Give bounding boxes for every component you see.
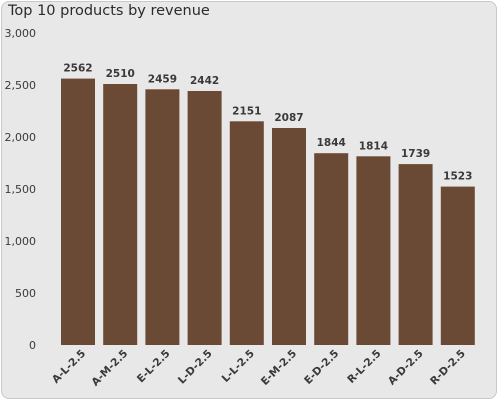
chart-title: Top 10 products by revenue — [8, 3, 210, 19]
data-label-r-l-2-5: 1814 — [359, 140, 388, 152]
x-tick-label-l-d-2-5: L-D-2.5 — [176, 348, 215, 387]
bar-e-d-2-5[interactable] — [314, 153, 349, 345]
bar-r-l-2-5[interactable] — [356, 156, 391, 345]
bars — [61, 78, 475, 345]
y-tick-label: 3,000 — [5, 27, 37, 40]
bar-r-d-2-5[interactable] — [440, 186, 475, 345]
bar-e-l-2-5[interactable] — [145, 89, 180, 345]
y-tick-label: 0 — [29, 339, 36, 352]
bar-a-m-2-5[interactable] — [103, 84, 138, 345]
bar-e-m-2-5[interactable] — [272, 128, 306, 345]
x-tick-label-a-d-2-5: A-D-2.5 — [386, 348, 426, 388]
x-tick-label-e-m-2-5: E-M-2.5 — [259, 348, 299, 388]
x-tick-label-r-d-2-5: R-D-2.5 — [428, 348, 468, 388]
data-labels: 2562 2510 2459 2442 2151 2087 1844 1814 1739 1523 — [63, 63, 472, 183]
y-tick-label: 500 — [15, 287, 36, 300]
bar-l-d-2-5[interactable] — [187, 91, 222, 345]
data-label-l-l-2-5: 2151 — [232, 105, 261, 117]
x-tick-label-e-d-2-5: E-D-2.5 — [302, 348, 341, 387]
y-tick-label: 1,000 — [5, 235, 37, 248]
data-label-e-m-2-5: 2087 — [274, 112, 303, 124]
bar-l-l-2-5[interactable] — [229, 121, 264, 345]
bar-a-d-2-5[interactable] — [398, 164, 433, 345]
y-tick-label: 2,000 — [5, 131, 37, 144]
data-label-l-d-2-5: 2442 — [190, 75, 219, 87]
data-label-e-d-2-5: 1844 — [317, 137, 346, 149]
x-tick-label-a-m-2-5: A-M-2.5 — [89, 348, 130, 389]
x-axis-ticks: A-L-2.5 A-M-2.5 E-L-2.5 L-D-2.5 L-L-2.5 E-M-2… — [50, 348, 468, 389]
data-label-e-l-2-5: 2459 — [148, 73, 177, 85]
y-tick-label: 1,500 — [5, 183, 37, 196]
data-label-a-d-2-5: 1739 — [401, 148, 430, 160]
x-tick-label-e-l-2-5: E-L-2.5 — [135, 348, 173, 386]
bar-a-l-2-5[interactable] — [61, 78, 95, 345]
data-label-a-l-2-5: 2562 — [63, 63, 92, 75]
x-tick-label-l-l-2-5: L-L-2.5 — [220, 348, 257, 385]
y-axis-ticks: 0 500 1,000 1,500 2,000 2,500 3,000 — [5, 27, 37, 352]
x-tick-label-r-l-2-5: R-L-2.5 — [345, 348, 383, 386]
y-tick-label: 2,500 — [5, 79, 37, 92]
data-label-a-m-2-5: 2510 — [106, 68, 135, 80]
x-tick-label-a-l-2-5: A-L-2.5 — [50, 348, 88, 386]
data-label-r-d-2-5: 1523 — [443, 171, 472, 183]
